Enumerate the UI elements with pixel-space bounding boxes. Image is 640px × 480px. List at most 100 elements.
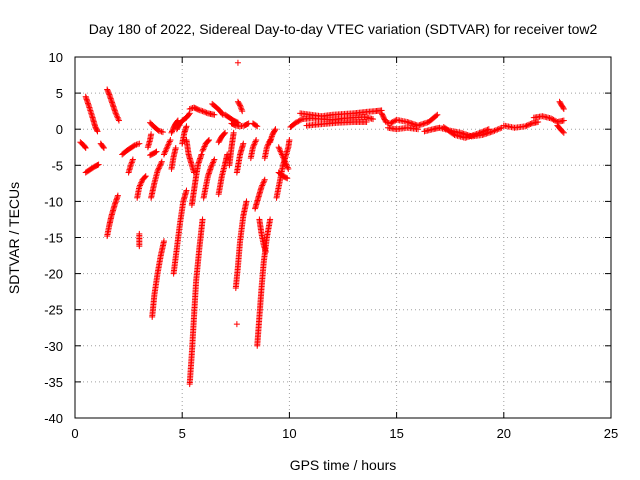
data-point xyxy=(105,90,112,97)
x-tick-label: 5 xyxy=(179,426,186,441)
data-point xyxy=(560,105,567,112)
data-point xyxy=(284,164,291,171)
data-point xyxy=(495,125,502,132)
data-point xyxy=(527,121,534,128)
data-point xyxy=(128,160,135,167)
data-point xyxy=(524,122,531,129)
data-point xyxy=(526,121,533,128)
y-tick-label: -10 xyxy=(44,194,63,209)
data-point xyxy=(104,86,111,93)
x-tick-label: 15 xyxy=(389,426,403,441)
y-tick-label: 10 xyxy=(49,50,63,65)
data-point xyxy=(157,161,164,168)
data-point xyxy=(280,155,287,162)
data-point xyxy=(294,118,301,125)
data-point xyxy=(292,119,299,126)
data-point xyxy=(206,137,212,144)
data-point xyxy=(185,111,192,118)
data-point xyxy=(208,163,215,170)
data-point xyxy=(237,102,244,109)
y-tick-label: -20 xyxy=(44,267,63,282)
data-point xyxy=(492,127,499,134)
data-point xyxy=(252,138,259,145)
y-tick-label: -15 xyxy=(44,231,63,246)
data-point xyxy=(251,139,258,146)
data-point xyxy=(262,248,269,255)
data-point xyxy=(155,165,162,172)
data-point xyxy=(201,143,208,150)
data-point xyxy=(222,129,229,136)
data-point xyxy=(535,118,542,125)
data-point xyxy=(141,174,148,181)
data-point xyxy=(239,108,246,115)
data-point xyxy=(169,128,176,135)
data-point xyxy=(433,112,440,119)
data-point xyxy=(203,109,210,116)
data-point xyxy=(278,150,285,157)
data-point xyxy=(199,147,206,154)
data-point xyxy=(100,144,107,151)
data-point xyxy=(208,162,215,169)
data-point xyxy=(263,144,270,151)
data-point xyxy=(240,140,247,147)
data-point xyxy=(205,137,212,144)
data-point xyxy=(113,111,120,118)
data-point xyxy=(138,179,145,186)
data-point xyxy=(158,160,165,167)
data-point xyxy=(276,145,283,152)
data-point xyxy=(297,116,304,123)
x-tick-label: 20 xyxy=(497,426,511,441)
data-point xyxy=(523,122,530,129)
data-point xyxy=(211,111,218,118)
data-point xyxy=(160,151,167,158)
data-point xyxy=(547,115,554,122)
data-point xyxy=(559,128,566,135)
data-point xyxy=(200,146,207,153)
data-point xyxy=(389,118,396,125)
data-point xyxy=(261,178,268,185)
data-point xyxy=(163,145,170,152)
data-point xyxy=(199,108,206,115)
data-point xyxy=(259,182,266,189)
data-point xyxy=(230,129,237,136)
data-point xyxy=(200,144,207,151)
data-point xyxy=(267,216,274,223)
data-point xyxy=(156,164,163,171)
data-point xyxy=(254,123,261,130)
data-point xyxy=(183,187,190,194)
data-point xyxy=(481,127,488,134)
data-point xyxy=(169,127,176,134)
y-tick-label: -40 xyxy=(44,411,63,426)
data-point xyxy=(484,126,491,133)
data-point xyxy=(477,129,484,136)
data-point xyxy=(560,104,567,111)
data-point xyxy=(236,101,243,108)
data-point xyxy=(249,144,256,151)
data-point xyxy=(284,163,291,170)
data-point xyxy=(130,142,137,149)
data-point xyxy=(114,113,121,120)
data-point xyxy=(154,168,161,175)
data-point xyxy=(551,117,558,124)
data-point xyxy=(387,120,394,127)
data-point xyxy=(136,182,143,189)
data-point xyxy=(162,148,169,155)
data-point xyxy=(251,141,258,148)
data-point xyxy=(258,183,265,190)
data-point xyxy=(148,131,155,138)
data-point xyxy=(483,127,490,134)
x-axis-label: GPS time / hours xyxy=(290,457,397,473)
y-tick-label: -30 xyxy=(44,339,63,354)
data-point xyxy=(244,120,251,127)
x-tick-label: 25 xyxy=(604,426,618,441)
data-point xyxy=(160,238,167,245)
data-point xyxy=(264,142,271,149)
data-point xyxy=(280,154,287,161)
data-point xyxy=(164,142,171,149)
data-point xyxy=(253,122,260,129)
data-point xyxy=(283,161,290,168)
data-point xyxy=(95,161,102,168)
data-point xyxy=(209,160,216,167)
data-point xyxy=(282,160,289,167)
